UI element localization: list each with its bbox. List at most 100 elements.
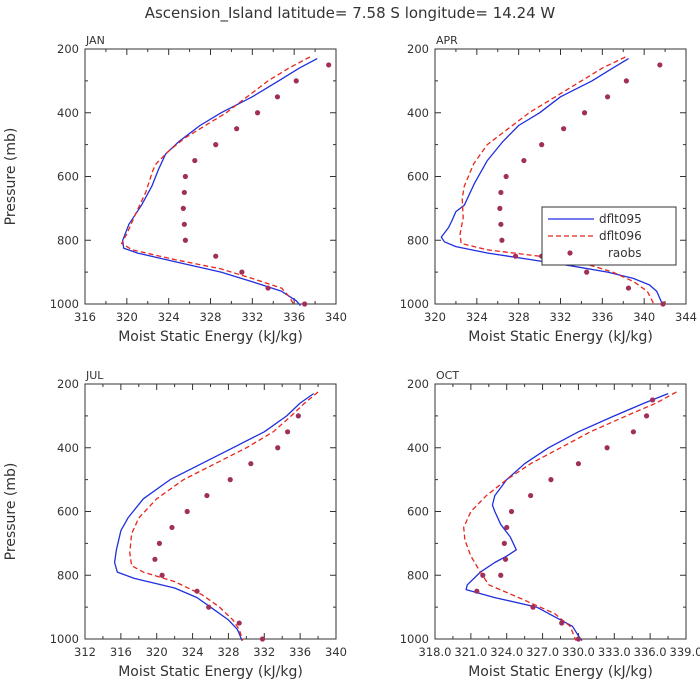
raobs-point [584,269,590,275]
panel-apr: APR 320 324 328 332 336 340 344 200 400 600 800 1000… [400,34,697,345]
raobs-point [248,461,254,467]
raobs-point [504,524,510,531]
raobs-point [180,205,186,211]
raobs-point [326,62,332,68]
x-axis-label: Moist Static Energy (kJ/kg) [468,664,653,680]
raobs-point [604,94,611,100]
x-tick-label: 318.0 [419,645,452,659]
x-tick-label: 332 [253,645,275,659]
plot-frame [84,383,337,640]
plot-frame [84,48,337,305]
panel-title: OCT [436,369,459,382]
x-tick-label: 316 [110,645,132,659]
x-tick-label: 340 [325,310,347,324]
y-tick-label: 400 [407,106,429,120]
raobs-point [206,604,212,610]
x-tick-label: 324 [158,310,180,324]
raobs-point [649,397,656,403]
panels: JAN 316 320 324 328 332 336 340 200 400 600 800 1000… [3,34,700,680]
raobs-point [234,126,240,132]
legend: dflt095 dflt096 raobs [541,206,677,266]
y-tick-label: 1000 [50,632,79,646]
y-tick-label: 800 [57,233,79,247]
x-tick-label: 320 [424,310,446,324]
x-tick-label: 320 [146,645,168,659]
x-tick-label: 324 [466,310,488,324]
raobs-point [530,604,536,610]
x-tick-label: 333.0 [598,645,631,659]
raobs-point [502,556,509,562]
legend-label-dflt096: dflt096 [599,229,642,243]
y-tick-label: 1000 [400,297,429,311]
x-axis-label: Moist Static Energy (kJ/kg) [468,329,653,345]
x-tick-label: 336.0 [634,645,667,659]
y-tick-label: 200 [57,377,79,391]
dflt096-line [129,391,319,641]
x-tick-label: 328 [217,645,239,659]
raobs-point [521,157,527,164]
raobs-point [575,461,582,467]
x-tick-label: 340 [325,645,347,659]
y-tick-label: 600 [57,170,79,184]
y-axis-label: Pressure (mb) [3,128,19,226]
y-tick-label: 600 [407,505,429,519]
y-tick-label: 200 [407,42,429,56]
panel-jan: JAN 316 320 324 328 332 336 340 200 400 600 800 1000… [3,34,347,345]
raobs-point [236,620,242,626]
plot-frame [434,383,687,640]
x-tick-label: 328 [508,310,530,324]
y-tick-label: 1000 [400,632,429,646]
y-tick-label: 400 [407,441,429,455]
dflt095-line [113,393,314,641]
dflt095-line [440,58,664,306]
legend-label-dflt095: dflt095 [599,212,642,226]
raobs-point [152,556,158,562]
y-tick-label: 400 [57,106,79,120]
dflt096-line [120,56,311,306]
raobs-point [539,142,545,148]
raobs-point [192,157,198,164]
raobs-point [213,253,219,259]
raobs-point [265,285,271,291]
raobs-point [293,78,299,84]
raobs-point [559,620,565,626]
legend-swatch-raobs [567,250,573,256]
y-tick-label: 200 [57,42,79,56]
x-tick-label: 344 [675,310,697,324]
raobs-point [194,588,200,594]
x-tick-label: 332 [241,310,263,324]
raobs-point [528,492,534,499]
raobs-point [213,142,219,148]
x-axis-label: Moist Static Energy (kJ/kg) [118,664,303,680]
raobs-point [254,110,261,116]
plot-frame [434,48,687,305]
raobs-point [182,237,188,243]
panel-title: JAN [85,34,105,47]
y-tick-label: 600 [407,170,429,184]
raobs-point [474,588,480,594]
x-tick-label: 312 [74,645,96,659]
raobs-point [561,126,567,132]
raobs-point [498,572,504,578]
raobs-point [548,477,554,483]
x-axis-label: Moist Static Energy (kJ/kg) [118,329,303,345]
raobs-point [625,285,632,291]
x-tick-label: 336 [591,310,613,324]
x-tick-label: 330.0 [562,645,595,659]
raobs-point [575,636,582,642]
raobs-point [498,189,504,196]
x-tick-label: 316 [74,310,96,324]
raobs-point [604,445,610,451]
raobs-point [499,237,505,243]
raobs-point [181,189,187,196]
y-tick-label: 800 [407,233,429,247]
raobs-point [497,205,503,211]
x-tick-label: 336 [289,645,311,659]
raobs-point [295,413,301,419]
panel-title: JUL [85,369,104,382]
raobs-point [498,221,504,227]
y-axis-label: Pressure (mb) [3,463,19,561]
x-tick-label: 336 [283,310,305,324]
raobs-point [184,508,190,515]
